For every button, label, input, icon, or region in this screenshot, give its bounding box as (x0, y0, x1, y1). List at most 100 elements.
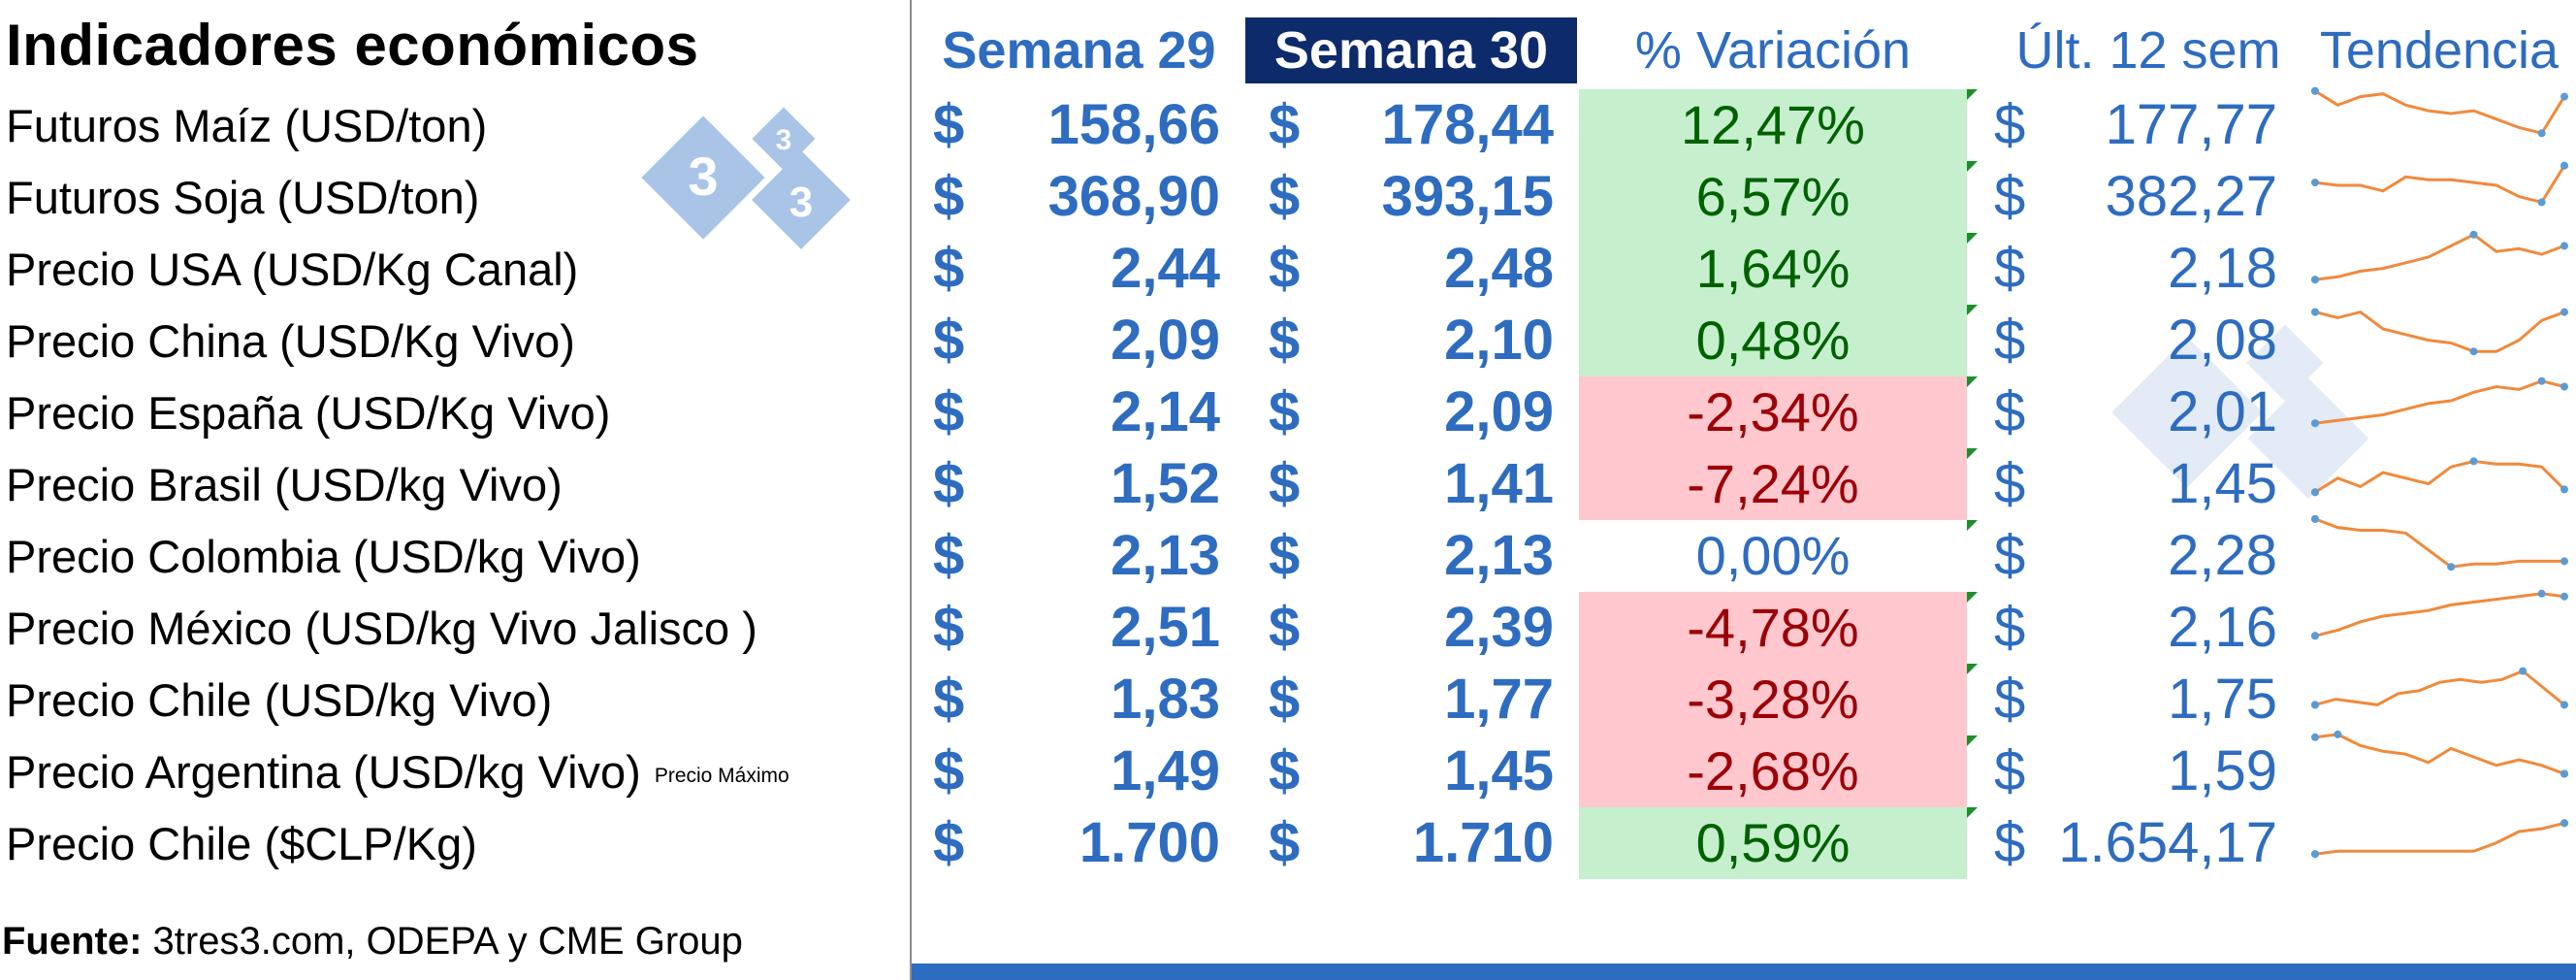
dollar-sign: $ (933, 237, 965, 300)
dollar-sign: $ (933, 668, 965, 731)
last-12-weeks-value: 1,59 (2168, 739, 2277, 802)
dollar-sign: $ (1269, 380, 1301, 443)
variation-value: 0,59% (1579, 807, 1967, 879)
week-30-value: 393,15 (1381, 165, 1554, 228)
dollar-sign: $ (933, 309, 965, 372)
trend-marker (2560, 308, 2568, 316)
comment-marker (1967, 448, 1978, 459)
logo-digit: 3 (688, 146, 718, 207)
trend-sparklines (2311, 86, 2568, 859)
trend-marker (2311, 419, 2319, 428)
column-divider (910, 0, 912, 980)
indicator-label-text: Precio USA (USD/Kg Canal) (6, 244, 579, 295)
week-29-value: 2,51 (1111, 596, 1220, 659)
last-12-weeks-value: 1.654,17 (2058, 811, 2277, 874)
trend-sparkline (2314, 379, 2565, 425)
week-29-value: 1,52 (1111, 452, 1220, 515)
trend-marker (2519, 667, 2528, 675)
variation-value: -3,28% (1579, 664, 1967, 735)
dollar-sign: $ (1269, 237, 1301, 300)
dollar-sign: $ (933, 811, 965, 874)
variation-value: -2,34% (1579, 376, 1967, 448)
dollar-sign: $ (1269, 811, 1301, 874)
trend-marker (2311, 514, 2319, 523)
indicator-label: Precio Brasil (USD/kg Vivo) (6, 462, 563, 507)
comment-marker (1967, 664, 1978, 674)
trend-marker (2537, 198, 2546, 207)
indicator-label-text: Precio Chile ($CLP/Kg) (6, 818, 477, 869)
comment-marker (1967, 89, 1978, 100)
indicator-label-text: Precio Colombia (USD/kg Vivo) (6, 531, 641, 582)
last-12-weeks-value: 2,28 (2168, 524, 2277, 587)
dollar-sign: $ (933, 380, 965, 443)
dollar-sign: $ (933, 452, 965, 515)
comment-marker (1967, 305, 1978, 315)
dollar-sign: $ (1994, 309, 2026, 372)
trend-sparkline (2314, 459, 2566, 494)
dollar-sign: $ (1269, 524, 1301, 587)
dollar-sign: $ (1994, 596, 2026, 659)
week-29-value: 2,44 (1111, 237, 1220, 300)
dollar-sign: $ (1994, 668, 2026, 731)
week-30-value: 2,09 (1444, 380, 1554, 443)
week-30-value: 1.710 (1412, 811, 1554, 874)
trend-marker (2560, 592, 2568, 601)
trend-sparkline (2314, 821, 2565, 856)
source-text: 3tres3.com, ODEPA y CME Group (142, 920, 743, 963)
dollar-sign: $ (1994, 93, 2026, 156)
dollar-sign: $ (933, 596, 965, 659)
dollar-sign: $ (1994, 237, 2026, 300)
trend-marker (2537, 376, 2546, 385)
trend-marker (2560, 769, 2568, 778)
trend-marker (2334, 730, 2342, 738)
trend-sparkline (2314, 669, 2565, 706)
indicator-label: Precio Argentina (USD/kg Vivo) Precio Máx… (6, 749, 789, 795)
last-12-weeks-value: 2,18 (2168, 237, 2277, 300)
trend-marker (2537, 129, 2546, 138)
variation-value: -7,24% (1579, 448, 1967, 520)
trend-marker (2560, 485, 2568, 494)
trend-marker (2311, 179, 2319, 187)
variation-value: 0,00% (1579, 520, 1967, 592)
trend-marker (2560, 242, 2568, 250)
indicator-label: Precio Chile (USD/kg Vivo) (6, 677, 552, 723)
week-29-value: 158,66 (1047, 93, 1220, 156)
trend-marker (2311, 632, 2319, 640)
last-12-weeks-value: 2,16 (2168, 596, 2277, 659)
logo-digit: 3 (789, 179, 813, 226)
trend-marker (2311, 86, 2319, 95)
trend-sparkline (2314, 164, 2566, 205)
trend-marker (2311, 308, 2319, 316)
dollar-sign: $ (1994, 739, 2026, 802)
variation-value: -2,68% (1579, 735, 1967, 807)
week-29-value: 2,09 (1111, 309, 1220, 372)
bottom-bar (912, 964, 2576, 980)
indicator-label: Futuros Soja (USD/ton) (6, 175, 479, 220)
indicator-label: Precio México (USD/kg Vivo Jalisco ) (6, 605, 757, 651)
week-29-value: 368,90 (1047, 165, 1220, 228)
logo-3tres3-left: 3 3 3 (641, 107, 851, 249)
indicator-note: Precio Máximo (654, 765, 789, 788)
dollar-sign: $ (1269, 93, 1301, 156)
indicator-label-text: Precio México (USD/kg Vivo Jalisco ) (6, 603, 757, 654)
dollar-sign: $ (1994, 452, 2026, 515)
dollar-sign: $ (1269, 452, 1301, 515)
dollar-sign: $ (933, 93, 965, 156)
week-30-value: 2,48 (1444, 237, 1554, 300)
dollar-sign: $ (1994, 165, 2026, 228)
dollar-sign: $ (1994, 524, 2026, 587)
week-30-value: 2,39 (1444, 596, 1554, 659)
trend-marker (2311, 276, 2319, 284)
dollar-sign: $ (1994, 380, 2026, 443)
variation-value: 0,48% (1579, 305, 1967, 376)
page-title: Indicadores económicos (6, 13, 699, 78)
indicator-label: Precio China (USD/Kg Vivo) (6, 318, 575, 364)
dollar-sign: $ (1269, 309, 1301, 372)
trend-sparkline (2314, 592, 2565, 637)
indicator-label: Futuros Maíz (USD/ton) (6, 103, 487, 148)
trend-marker (2311, 488, 2319, 497)
trend-marker (2560, 819, 2568, 828)
variation-value: 12,47% (1579, 89, 1967, 161)
last-12-weeks-value: 177,77 (2105, 93, 2277, 156)
last-12-weeks-value: 2,08 (2168, 309, 2277, 372)
